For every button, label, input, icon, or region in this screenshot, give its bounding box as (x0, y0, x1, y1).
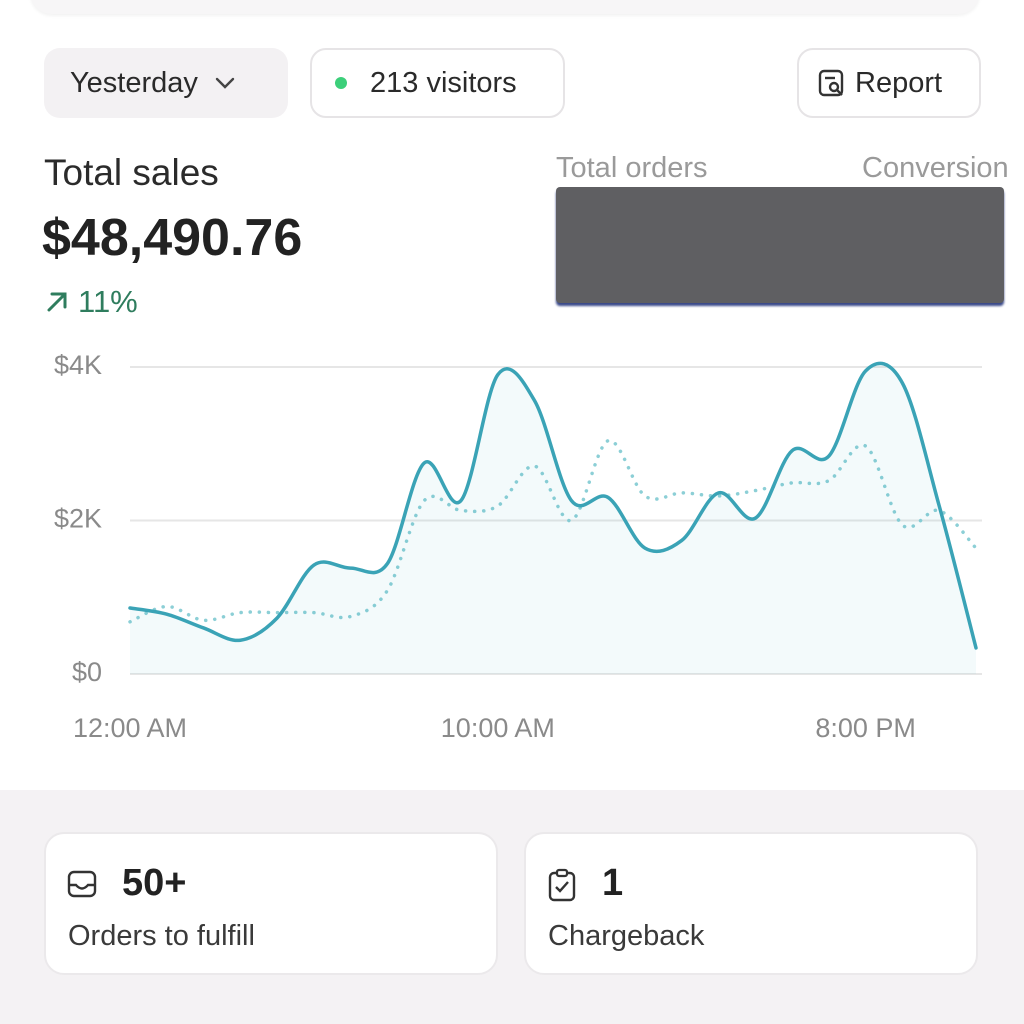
total-orders-label: Total orders (556, 152, 708, 184)
y-tick-label: $2K (54, 504, 102, 534)
live-dot (335, 77, 347, 89)
report-button[interactable]: Report (797, 48, 981, 118)
inbox-icon (67, 870, 97, 898)
card-label: Orders to fulfill (68, 920, 255, 952)
comparison-line (128, 438, 978, 624)
area-fill (130, 363, 976, 674)
x-tick-label: 8:00 PM (815, 713, 916, 743)
sales-line (128, 361, 978, 650)
period-label: Yesterday (70, 66, 198, 99)
visitors-label: 213 visitors (370, 66, 517, 99)
y-tick-label: $4K (54, 350, 102, 380)
x-tick-label: 12:00 AM (73, 713, 187, 743)
card-label: Chargeback (548, 920, 705, 952)
up-arrow-icon (47, 292, 67, 312)
card-value: 1 (602, 862, 624, 904)
x-tick-label: 10:00 AM (441, 713, 555, 743)
chevron-icon (215, 77, 235, 89)
clipboard-icon (548, 868, 576, 902)
redaction-box (556, 187, 1004, 303)
chargeback-card[interactable]: 1 Chargeback (524, 832, 978, 975)
top-card-edge (30, 0, 980, 14)
period-selector[interactable]: Yesterday (44, 48, 288, 118)
visitors-pill[interactable]: 213 visitors (310, 48, 565, 118)
sales-chart: $0 $2K $4K 12:00 AM 10:00 AM 8:00 PM (54, 350, 982, 743)
report-icon (818, 69, 844, 97)
total-sales-label: Total sales (44, 152, 219, 193)
report-label: Report (855, 66, 943, 99)
sales-change: 11% (44, 284, 138, 320)
total-sales-amount: $48,490.76 (42, 209, 303, 267)
y-tick-label: $0 (72, 657, 102, 687)
card-value: 50+ (122, 862, 187, 904)
conversion-label: Conversion (862, 152, 1009, 184)
change-value: 11% (78, 284, 138, 319)
orders-card[interactable]: 50+ Orders to fulfill (44, 832, 498, 975)
